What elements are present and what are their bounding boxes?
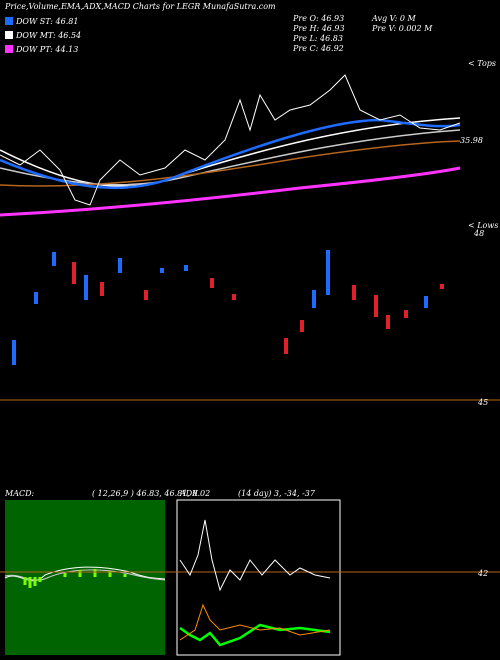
legend-label: DOW MT: 46.54 bbox=[15, 31, 81, 40]
info-text: Pre V: 0.002 M bbox=[371, 24, 433, 33]
macd-line bbox=[4, 566, 166, 582]
candle bbox=[404, 310, 408, 318]
candle bbox=[12, 340, 16, 365]
candle bbox=[326, 250, 330, 295]
lows-label: < Lows bbox=[468, 221, 498, 230]
price-label: 35.98 bbox=[460, 136, 483, 145]
line bbox=[0, 118, 461, 190]
info-text: Pre O: 46.93 bbox=[292, 14, 344, 23]
candle bbox=[52, 252, 56, 266]
legend-label: DOW PT: 44.13 bbox=[15, 45, 78, 54]
signal-line bbox=[4, 569, 166, 581]
axis-label: 42 bbox=[477, 569, 488, 578]
info-text: Pre L: 46.83 bbox=[292, 34, 343, 43]
candle bbox=[232, 294, 236, 300]
adx-name: ADX bbox=[179, 489, 198, 498]
legend-swatch bbox=[5, 17, 13, 25]
legend: DOW ST: 46.81 DOW MT: 46.54 DOW PT: 44.1… bbox=[5, 17, 81, 54]
plus-di bbox=[179, 623, 331, 647]
candle bbox=[386, 315, 390, 329]
title: Price,Volume,EMA,ADX,MACD Charts for LEG… bbox=[4, 2, 276, 11]
info-text: Avg V: 0 M bbox=[371, 14, 416, 23]
macd-params: ( 12,26,9 ) 46.83, 46.81, 0.02 bbox=[92, 489, 210, 498]
candle bbox=[300, 320, 304, 332]
adx-line bbox=[179, 519, 331, 592]
candle bbox=[352, 285, 356, 300]
minus-di bbox=[179, 603, 331, 641]
adx-params: (14 day) 3, -34, -37 bbox=[238, 489, 316, 498]
candle bbox=[312, 290, 316, 308]
axis-label: 45 bbox=[477, 398, 488, 407]
macd-name: MACD: bbox=[4, 489, 35, 498]
candle bbox=[374, 295, 378, 317]
candle bbox=[34, 292, 38, 304]
candles bbox=[12, 250, 444, 365]
candle bbox=[284, 338, 288, 354]
macd-panel bbox=[5, 500, 165, 655]
info-text: Pre C: 46.92 bbox=[292, 44, 344, 53]
candle bbox=[424, 296, 428, 308]
candle bbox=[118, 258, 122, 273]
price-line bbox=[0, 74, 461, 206]
candle bbox=[100, 282, 104, 296]
candle bbox=[184, 265, 188, 271]
histogram bbox=[23, 569, 127, 588]
adx-panel bbox=[176, 499, 341, 656]
candle bbox=[144, 290, 148, 300]
legend-swatch bbox=[5, 45, 13, 53]
tops-label: < Tops bbox=[468, 59, 496, 68]
info-text: Pre H: 46.93 bbox=[292, 24, 345, 33]
line bbox=[0, 166, 461, 217]
legend-swatch bbox=[5, 31, 13, 39]
candle bbox=[160, 268, 164, 273]
axis-label: 48 bbox=[473, 229, 484, 238]
candle bbox=[210, 278, 214, 288]
candle bbox=[72, 262, 76, 284]
candle bbox=[84, 275, 88, 300]
legend-label: DOW ST: 46.81 bbox=[15, 17, 78, 26]
candle bbox=[440, 284, 444, 289]
info: Pre O: 46.93 Pre H: 46.93 Pre L: 46.83 P… bbox=[292, 14, 433, 53]
